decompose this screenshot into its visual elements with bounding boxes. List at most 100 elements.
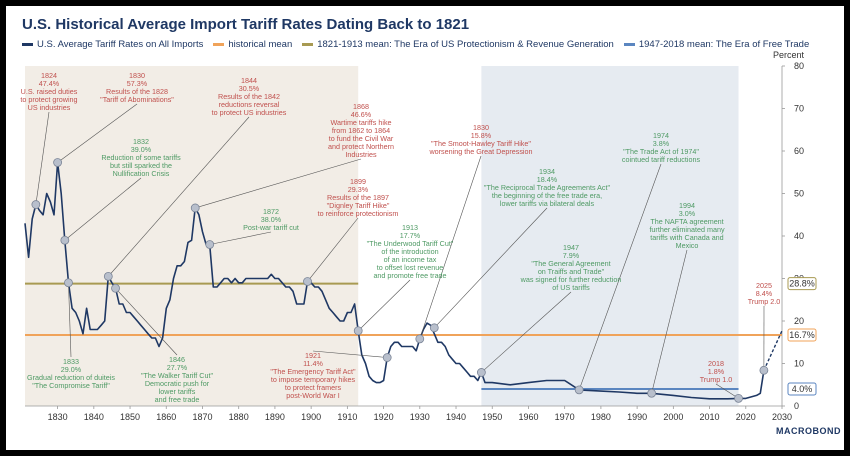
annotation-leader bbox=[68, 282, 72, 358]
annotation-text: and promote free trade bbox=[373, 271, 446, 280]
annotation-text: Mexico bbox=[676, 241, 699, 250]
annotation-marker bbox=[415, 334, 425, 344]
x-tick-label: 1920 bbox=[374, 412, 394, 422]
annotation-text: 2018 bbox=[708, 359, 724, 368]
annotation-text: 7.9% bbox=[563, 251, 580, 260]
annotation-text: of the introduction bbox=[381, 247, 438, 256]
mean-badge bbox=[787, 382, 817, 396]
annotation-text: but still sparked the bbox=[110, 161, 172, 170]
annotation-leader bbox=[108, 116, 250, 277]
annotation-text: Results of the 1828 bbox=[106, 87, 168, 96]
legend-item: 1821-1913 mean: The Era of US Protection… bbox=[302, 39, 614, 50]
annotation-text: Trump 2.0 bbox=[748, 297, 781, 306]
annotation-text: 1868 bbox=[353, 102, 369, 111]
annotation-leader bbox=[312, 350, 388, 358]
legend-label: 1947-2018 mean: The Era of Free Trade bbox=[638, 39, 810, 50]
mean-badge bbox=[787, 277, 817, 291]
y-tick-label: 20 bbox=[794, 316, 804, 326]
annotation-text: Gradual reduction of duiteis bbox=[27, 373, 115, 382]
annotation-text: Democratic push for bbox=[145, 379, 210, 388]
x-tick-label: 1850 bbox=[120, 412, 140, 422]
annotation-marker bbox=[111, 283, 120, 293]
annotation-text: 1934 bbox=[539, 167, 555, 176]
x-tick-label: 2020 bbox=[736, 412, 756, 422]
annotation-marker bbox=[382, 353, 392, 362]
annotation-leader bbox=[651, 249, 688, 394]
annotation-text: 3.0% bbox=[679, 209, 696, 218]
projection-line bbox=[763, 330, 783, 371]
annotation-text: Nullification Crisis bbox=[113, 169, 170, 178]
annotation-marker bbox=[734, 393, 743, 403]
legend-item: historical mean bbox=[213, 39, 292, 50]
annotation-text: to offset lost revenue bbox=[377, 263, 444, 272]
annotation-marker bbox=[205, 240, 215, 249]
x-tick-label: 1830 bbox=[48, 412, 68, 422]
annotation-text: from 1862 to 1864 bbox=[332, 126, 390, 135]
annotation-text: Reduction of some tariffs bbox=[101, 153, 181, 162]
annotation-text: further eliminated many bbox=[649, 225, 725, 234]
mean-label: 28.8% bbox=[789, 279, 815, 289]
x-tick-label: 1940 bbox=[446, 412, 466, 422]
annotation-text: lower tariffs bbox=[159, 387, 196, 396]
annotation-text: 1974 bbox=[653, 131, 669, 140]
annotation-text: was signed for further reduction bbox=[520, 275, 622, 284]
annotation-leader bbox=[115, 288, 178, 356]
annotation-text: 30.5% bbox=[239, 84, 260, 93]
annotation-text: 18.4% bbox=[537, 175, 558, 184]
y-tick-label: 80 bbox=[794, 61, 804, 71]
annotation-text: 1832 bbox=[133, 137, 149, 146]
legend-swatch bbox=[302, 43, 314, 46]
annotation-leader bbox=[578, 163, 662, 390]
annotation-text: post-World War I bbox=[286, 391, 340, 400]
annotation-text: 1.8% bbox=[708, 367, 725, 376]
x-tick-label: 1950 bbox=[482, 412, 502, 422]
x-tick-label: 2030 bbox=[772, 412, 792, 422]
annotation-text: Results of the 1842 bbox=[218, 92, 280, 101]
annotation-text: The NAFTA agreement bbox=[650, 217, 723, 226]
annotation-text: U.S. raised duties bbox=[21, 87, 78, 96]
annotation-text: "The Reciprocal Trade Agreements Act" bbox=[484, 183, 611, 192]
legend-label: 1821-1913 mean: The Era of US Protection… bbox=[317, 39, 614, 50]
annotation-marker bbox=[353, 326, 363, 336]
y-axis-label: Percent bbox=[773, 50, 805, 60]
annotation-text: to protect growing bbox=[20, 95, 77, 104]
annotation-text: 1899 bbox=[350, 177, 366, 186]
annotation-text: 46.6% bbox=[351, 110, 372, 119]
annotation-text: to fund the Civil War bbox=[329, 134, 394, 143]
x-tick-label: 1930 bbox=[410, 412, 430, 422]
annotation-marker bbox=[64, 278, 73, 288]
chart-title: U.S. Historical Average Import Tariff Ra… bbox=[22, 16, 470, 33]
x-tick-label: 1860 bbox=[156, 412, 176, 422]
annotation-text: and protect Northern bbox=[328, 142, 394, 151]
annotation-text: 1846 bbox=[169, 355, 185, 364]
annotation-text: "The General Agreement bbox=[531, 259, 610, 268]
chart-frame: U.S. Historical Average Import Tariff Ra… bbox=[6, 6, 844, 450]
annotation-text: "The Trade Act of 1974" bbox=[623, 147, 699, 156]
annotation-leader bbox=[358, 279, 411, 331]
annotation-leader bbox=[57, 103, 138, 163]
annotation-text: 1913 bbox=[402, 223, 418, 232]
annotation-text: 39.0% bbox=[131, 145, 152, 154]
y-tick-label: 40 bbox=[794, 231, 804, 241]
annotation-marker bbox=[647, 388, 657, 398]
annotation-leader bbox=[195, 158, 362, 209]
annotation-text: 38.0% bbox=[261, 215, 282, 224]
y-tick-label: 50 bbox=[794, 189, 804, 199]
annotation-text: "The Underwood Tariff Cut" bbox=[367, 239, 454, 248]
annotation-leader bbox=[715, 383, 739, 399]
annotation-text: the beginning of the free trade era, bbox=[492, 191, 602, 200]
annotation-text: "The Compromise Tariff" bbox=[32, 381, 110, 390]
annotation-text: lower tariffs via bilateral deals bbox=[500, 199, 595, 208]
x-tick-label: 1910 bbox=[337, 412, 357, 422]
annotation-text: to protect US industries bbox=[212, 108, 287, 117]
annotation-text: Trump 1.0 bbox=[700, 375, 733, 384]
legend-swatch bbox=[22, 43, 33, 46]
annotation-text: 1921 bbox=[305, 351, 321, 360]
annotation-text: of US tariffs bbox=[552, 283, 590, 292]
annotation-text: US industries bbox=[28, 103, 71, 112]
legend-swatch bbox=[623, 43, 635, 46]
annotation-marker bbox=[429, 323, 439, 333]
annotation-text: cointued tariff reductions bbox=[622, 155, 701, 164]
mean-label: 4.0% bbox=[792, 384, 813, 394]
chart-legend: U.S. Average Tariff Rates on All Imports… bbox=[22, 39, 819, 50]
